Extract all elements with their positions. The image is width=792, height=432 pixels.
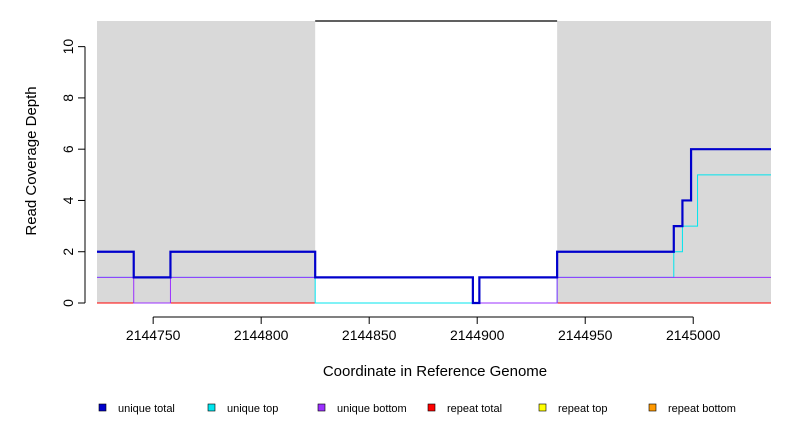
- unshaded-region: [315, 21, 558, 303]
- legend-swatch: [317, 403, 326, 412]
- y-tick-label: 0: [60, 299, 76, 307]
- plot-background: [97, 20, 771, 303]
- legend-swatch: [427, 403, 436, 412]
- x-tick-label: 2144850: [342, 327, 397, 343]
- legend-label: repeat total: [447, 403, 502, 415]
- x-tick-label: 2145000: [666, 327, 721, 343]
- series-line-unique-total: [97, 148, 771, 305]
- y-axis-title: Read Coverage Depth: [23, 86, 40, 235]
- x-tick-label: 2144800: [234, 327, 289, 343]
- x-tick-label: 2144950: [558, 327, 613, 343]
- legend-label: unique bottom: [337, 403, 407, 415]
- x-tick-label: 2144750: [126, 327, 181, 343]
- x-tick-label: 2144900: [450, 327, 505, 343]
- x-axis-title: Coordinate in Reference Genome: [323, 363, 547, 380]
- legend-item: repeat top: [538, 403, 608, 415]
- legend: unique total unique top unique bottom repea…: [98, 403, 736, 415]
- y-tick-label: 2: [60, 248, 76, 256]
- y-tick-label: 8: [60, 94, 76, 102]
- legend-item: unique top: [207, 403, 278, 415]
- legend-item: unique bottom: [317, 403, 407, 415]
- legend-label: repeat bottom: [668, 403, 736, 415]
- series-layer: [97, 148, 771, 305]
- legend-swatch: [98, 403, 107, 412]
- legend-swatch: [207, 403, 216, 412]
- legend-label: unique total: [118, 403, 175, 415]
- legend-swatch: [538, 403, 547, 412]
- axes: 2144750 2144800 2144850 2144900 2144950 21450…: [60, 39, 721, 343]
- legend-label: unique top: [227, 403, 278, 415]
- legend-label: repeat top: [558, 403, 608, 415]
- legend-item: repeat total: [427, 403, 502, 415]
- y-tick-label: 4: [60, 196, 76, 204]
- y-tick-label: 6: [60, 145, 76, 153]
- legend-item: repeat bottom: [648, 403, 736, 415]
- y-tick-label: 10: [60, 39, 76, 55]
- legend-item: unique total: [98, 403, 175, 415]
- legend-swatch: [648, 403, 657, 412]
